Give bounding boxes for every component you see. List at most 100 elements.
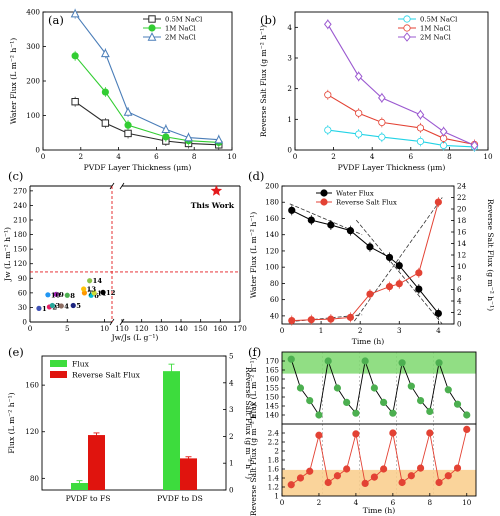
legend-swatch [50,360,67,367]
y-tick-label: 200 [26,77,40,86]
cycle-line [401,432,431,483]
panel-c: 0 5 10 110 120 130 140 150 160 170030609012015018… [3,169,247,342]
data-point [346,313,355,321]
point-label: 6 [94,292,99,300]
y-tick-label: 0 [35,146,40,155]
data-point [366,290,374,298]
data-point [58,303,64,309]
y2-tick-label: 10 [457,262,467,271]
data-point [385,253,394,262]
cycle-line [290,359,320,416]
x-axis-title: PVDF Layer Thickness (μm) [84,163,192,172]
y-tick-label: 100 [26,111,40,120]
y-tick-label: 40 [270,311,280,320]
point-label: 1 [42,305,47,313]
cycle-line [392,362,403,414]
y-tick-label: 1.4 [268,474,280,483]
data-point [327,315,335,323]
data-point [70,8,80,18]
y2-axis-title: Reverse Salt Flux (g m⁻² h⁻¹) [486,199,495,311]
category-label: PVDF to FS [66,494,111,503]
trend-line [289,203,363,236]
x-tick-label: 10 [100,324,110,333]
panel-d: 0 1 2 3 440608010012014016018020002468101214… [248,169,495,346]
panel-label: (b) [260,13,276,27]
data-point [324,357,332,365]
data-point [416,109,425,120]
point-label: 8 [70,292,75,300]
y-tick-label: 210 [13,216,27,225]
data-point [435,359,443,367]
data-point [463,425,471,433]
data-point [444,472,452,480]
y2-tick-label: 0 [457,320,462,329]
cycle-line [318,360,329,416]
point-label: 7 [87,289,92,297]
point-label: 10 [51,291,61,299]
data-point [101,119,110,127]
legend: Flux Reverse Salt Flux [50,360,141,380]
y-tick-label: 80 [30,474,40,483]
highlight-band [282,352,476,374]
cycle-line [401,362,431,412]
data-point [389,429,397,437]
y-tick-label: 270 [13,186,27,195]
y2-tick-label: 18 [457,216,467,225]
data-point [70,302,76,309]
y-axis-title: Flux (L m⁻² h⁻¹) [249,357,258,418]
data-point [385,283,394,291]
legend-marker [320,189,328,197]
cycle-line [355,433,366,484]
bar-flux [71,483,88,490]
y-tick-label: 140 [265,230,279,239]
y2-tick-label: 12 [457,251,466,260]
data-point [361,479,369,487]
data-point [415,269,423,277]
data-point [352,430,360,438]
series-line-1 [327,94,475,146]
y-tick-label: 150 [265,393,279,402]
x-tick-label: 130 [154,324,168,333]
y2-tick-label: 22 [457,193,466,202]
y-tick-label: 140 [265,411,279,420]
this-work-star [210,184,223,196]
y-tick-label: 300 [26,42,40,51]
legend-label: 2M NaCl [165,34,196,42]
y-tick-label: 0 [287,146,292,155]
data-point [307,316,315,324]
x-tick-label: 10 [462,498,472,507]
y-tick-label: 200 [265,182,279,191]
x-axis-title: Time (h) [352,337,384,346]
y2-tick-label: 1 [229,459,234,468]
legend-marker [403,15,411,23]
trend-line [353,197,443,322]
panel-label: (f) [248,345,261,359]
x-tick-label: 2 [331,152,336,161]
data-point [71,98,79,106]
x-tick-label: 10 [227,152,237,161]
data-point [81,286,87,292]
x-tick-label: 4 [370,152,375,161]
data-point [463,411,471,419]
x-tick-label: 160 [213,324,227,333]
y-tick-label: 1 [274,492,279,501]
plot-frame [41,355,227,491]
data-point [355,109,363,117]
data-point [324,478,332,487]
x-tick-label: 0 [280,498,285,507]
y-tick-label: 2 [274,447,279,456]
data-point [87,278,93,284]
x-axis-title: Time (h) [363,506,395,515]
x-tick-label: 0 [28,324,33,333]
data-point [323,19,332,30]
legend-label: 0.5M NaCl [165,16,202,24]
data-point [343,398,351,406]
legend-marker [403,32,411,42]
data-point [378,93,386,103]
series-line-2 [327,24,475,146]
series-line-0 [327,129,475,148]
cycle-line [438,429,468,483]
data-point [416,137,425,146]
y-axis-title: Reverse Salt Flux (g m⁻² h⁻¹) [259,25,268,137]
y-tick-label: 145 [265,402,279,411]
